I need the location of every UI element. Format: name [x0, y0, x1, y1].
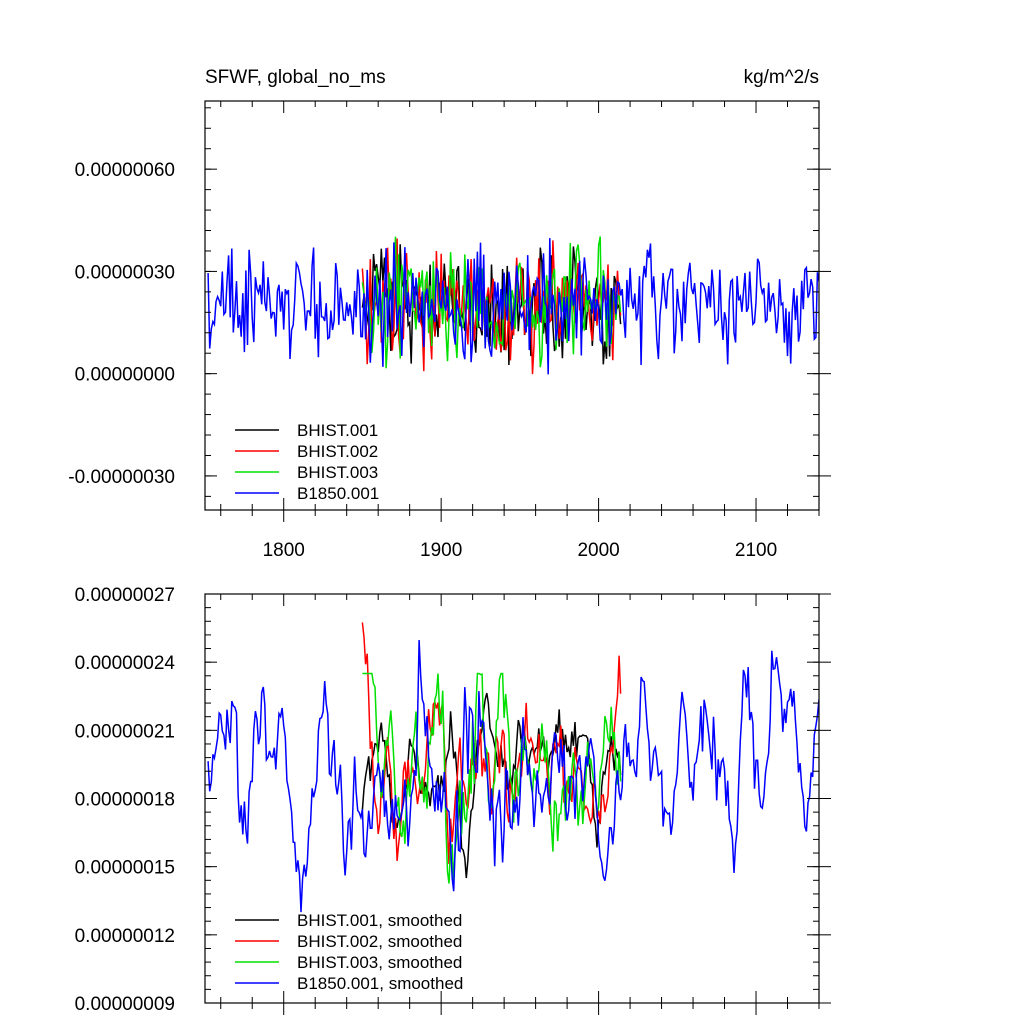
legend-label-2: BHIST.003	[297, 463, 378, 482]
bottom-panel-legend: BHIST.001, smoothed BHIST.002, smoothed BH…	[235, 911, 463, 993]
y-tick-label: 0.00000015	[75, 858, 175, 879]
top-panel: 1800 1900 2000 2100 -0.00000030 0.00000000 0.0…	[68, 67, 831, 561]
bottom-panel-series	[207, 622, 819, 913]
series-line-2	[362, 672, 622, 884]
top-panel-legend: BHIST.001 BHIST.002 BHIST.003 B1850.001	[235, 421, 379, 503]
y-tick-label: 0.00000024	[75, 653, 176, 674]
y-tick-label: 0.00000012	[75, 926, 175, 947]
y-tick-label: 0.00000018	[75, 790, 175, 811]
series-line-3	[207, 238, 819, 375]
legend-label-3: B1850.001	[297, 484, 379, 503]
y-tick-label: 0.00000009	[75, 994, 175, 1015]
x-tick-label: 1800	[263, 540, 305, 561]
legend-label-1: BHIST.002	[297, 442, 378, 461]
bottom-panel: 0.00000009 0.00000012 0.00000015 0.00000018…	[75, 585, 831, 1015]
x-tick-label: 2000	[577, 540, 619, 561]
legend-label-0: BHIST.001	[297, 421, 378, 440]
top-panel-title: SFWF, global_no_ms	[205, 67, 386, 88]
top-panel-frame	[204, 100, 820, 511]
top-panel-units: kg/m^2/s	[744, 67, 819, 88]
y-tick-label: -0.00000030	[68, 467, 175, 488]
top-panel-ticks: 1800 1900 2000 2100 -0.00000030 0.00000000 0.0…	[68, 101, 831, 561]
y-tick-label: 0.00000000	[75, 365, 175, 386]
x-tick-label: 1900	[420, 540, 462, 561]
top-panel-series	[207, 236, 819, 375]
legend-label-1: BHIST.002, smoothed	[297, 932, 462, 951]
legend-label-3: B1850.001, smoothed	[297, 974, 463, 993]
legend-label-0: BHIST.001, smoothed	[297, 911, 462, 930]
series-line-3	[207, 639, 819, 913]
legend-label-2: BHIST.003, smoothed	[297, 953, 462, 972]
x-tick-label: 2100	[735, 540, 777, 561]
y-tick-label: 0.00000060	[75, 160, 175, 181]
bottom-panel-ticks: 0.00000009 0.00000012 0.00000015 0.00000018…	[75, 585, 831, 1015]
series-line-1	[361, 622, 622, 865]
y-tick-label: 0.00000027	[75, 585, 175, 606]
y-tick-label: 0.00000030	[75, 262, 175, 283]
y-tick-label: 0.00000021	[75, 721, 175, 742]
